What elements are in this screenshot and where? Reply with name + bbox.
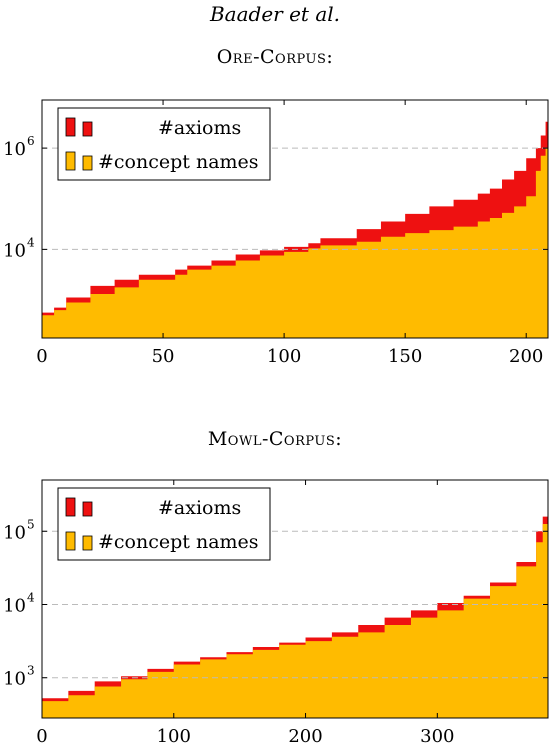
plot-frame xyxy=(41,99,549,339)
x-tick-label-100: 100 xyxy=(267,346,301,367)
y-tick-label-4: 10 xyxy=(3,240,26,261)
x-tick-label-300: 300 xyxy=(420,726,454,747)
legend-label-0: #axioms xyxy=(158,117,241,139)
legend-label-0: #axioms xyxy=(158,497,241,519)
x-tick-label-200: 200 xyxy=(509,346,543,367)
x-tick-label-200: 200 xyxy=(288,726,322,747)
y-tick-exponent-3: 3 xyxy=(27,664,35,678)
legend-swatch-1-b xyxy=(82,535,93,551)
y-tick-label-6: 10 xyxy=(3,139,26,160)
y-tick-label-5: 10 xyxy=(3,522,26,543)
legend-swatch-1-a xyxy=(65,531,76,551)
legend-label-1: #concept names xyxy=(98,151,259,173)
legend-label-1: #concept names xyxy=(98,531,259,553)
y-tick-exponent-4: 4 xyxy=(27,590,35,604)
x-tick-label-150: 150 xyxy=(388,346,422,367)
x-tick-label-0: 0 xyxy=(36,726,47,747)
legend-swatch-0-a xyxy=(65,117,76,137)
legend-swatch-0-b xyxy=(82,501,93,517)
x-tick-label-100: 100 xyxy=(157,726,191,747)
x-tick-label-0: 0 xyxy=(36,346,47,367)
running-header: Baader et al. xyxy=(209,2,340,26)
legend-swatch-0-a xyxy=(65,497,76,517)
y-tick-exponent-4: 4 xyxy=(27,235,35,249)
concept-names-area xyxy=(42,509,548,718)
legend-box xyxy=(57,107,271,181)
legend-swatch-1-b xyxy=(82,155,93,171)
legend-swatch-1-a xyxy=(65,151,76,171)
x-tick-label-50: 50 xyxy=(152,346,175,367)
ore-corpus-title: Ore-Corpus: xyxy=(216,46,334,68)
y-tick-label-3: 10 xyxy=(3,669,26,690)
plot-frame xyxy=(41,479,549,719)
y-tick-label-4: 10 xyxy=(3,595,26,616)
concept-names-area xyxy=(42,148,548,338)
mowl-corpus-title: Mowl-Corpus: xyxy=(207,428,343,450)
legend-swatch-0-b xyxy=(82,121,93,137)
legend-box xyxy=(57,487,271,561)
y-tick-exponent-6: 6 xyxy=(27,134,35,148)
y-tick-exponent-5: 5 xyxy=(27,517,35,531)
